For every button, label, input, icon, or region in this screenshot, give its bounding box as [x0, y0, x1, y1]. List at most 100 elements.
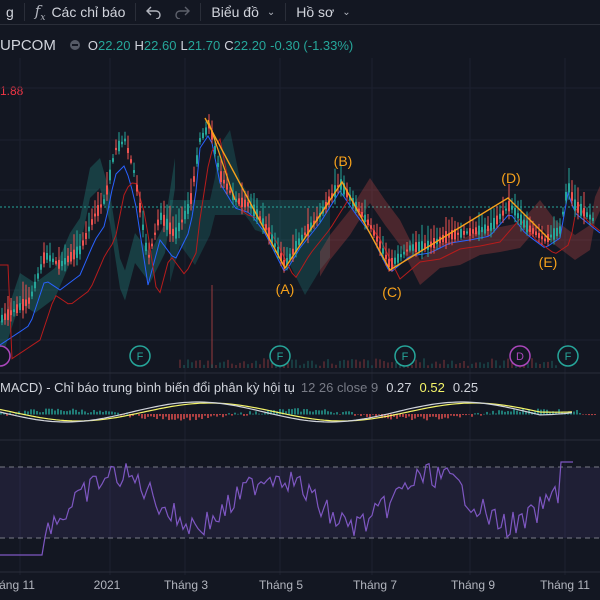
macd-histogram-bar [147, 414, 149, 417]
macd-histogram-bar [156, 414, 158, 420]
macd-histogram-bar [183, 414, 185, 420]
redo-button[interactable] [168, 0, 196, 24]
macd-signal-value: 0.52 [419, 380, 445, 395]
macd-histogram-bar [162, 414, 164, 420]
macd-histogram-bar [255, 411, 257, 415]
macd-histogram-bar [411, 414, 413, 421]
wave-label: (A) [276, 281, 295, 297]
candle-body [115, 147, 117, 151]
macd-histogram-bar [369, 414, 371, 418]
profile-menu-button[interactable]: Hồ sơ ⌄ [290, 0, 356, 24]
candle-body [145, 242, 147, 252]
candle-body [250, 204, 252, 209]
candle-body [235, 198, 237, 202]
macd-value: 0.27 [386, 380, 412, 395]
macd-histogram-bar [351, 412, 353, 415]
symbol-name[interactable]: UPCOM [0, 36, 56, 54]
candle-body [4, 313, 6, 320]
macd-histogram-bar [75, 409, 77, 415]
candle-body [202, 132, 204, 139]
candle-body [583, 208, 585, 217]
candle-body [307, 224, 309, 236]
candle-body [10, 310, 12, 316]
time-axis-label: Tháng 9 [451, 578, 495, 592]
macd-histogram-bar [306, 409, 308, 415]
chart-menu-button[interactable]: Biểu đồ ⌄ [205, 0, 281, 24]
toolbar-divider [200, 3, 202, 21]
macd-legend: MACD) - Chỉ báo trung bình biến đổi phân… [0, 380, 478, 395]
macd-histogram-bar [486, 411, 488, 415]
macd-histogram-bar [405, 414, 407, 419]
macd-histogram-bar [72, 408, 74, 415]
indicators-button[interactable]: fx Các chỉ báo [29, 0, 132, 24]
hide-series-icon[interactable] [69, 40, 80, 50]
candle-body [424, 243, 426, 249]
macd-histogram-bar [129, 414, 131, 418]
chart-menu-label: Biểu đồ [211, 4, 259, 20]
macd-histogram-bar [324, 409, 326, 415]
event-marker-partial [0, 345, 11, 367]
macd-histogram-bar [315, 410, 317, 415]
candle-body [217, 163, 219, 167]
macd-histogram-bar [330, 411, 332, 415]
macd-histogram-bar [552, 411, 554, 415]
candle-body [40, 264, 42, 270]
macd-histogram-bar [273, 410, 275, 415]
candle-body [334, 185, 336, 197]
elliott-wave-line [207, 119, 236, 201]
rsi-line [0, 461, 573, 556]
compare-button[interactable]: g [0, 0, 20, 24]
candle-body [553, 228, 555, 240]
candle-body [454, 229, 456, 240]
candle-body [397, 253, 399, 263]
event-marker [557, 345, 579, 367]
macd-histogram-bar [180, 414, 182, 421]
candle-body [106, 185, 108, 195]
candle-body [97, 205, 99, 216]
candle-body [406, 249, 408, 252]
candle-body [490, 222, 492, 231]
macd-histogram-bar [582, 414, 584, 415]
event-marker-label: F [565, 351, 572, 363]
event-marker-label: F [137, 351, 144, 363]
candle-body [517, 213, 519, 219]
macd-histogram-bar [114, 412, 116, 415]
macd-histogram-bar [507, 411, 509, 415]
candle-body [184, 210, 186, 220]
candle-body [286, 258, 288, 266]
candle-body [484, 224, 486, 234]
macd-histogram-bar [432, 414, 434, 417]
time-axis-label: 2021 [94, 578, 121, 592]
candle-body [121, 141, 123, 145]
candle-body [502, 210, 504, 216]
candle-body [1, 314, 3, 323]
macd-histogram-bar [519, 411, 521, 415]
macd-histogram-bar [480, 414, 482, 416]
candle-body [445, 231, 447, 243]
candle-body [505, 208, 507, 211]
macd-histogram-bar [66, 411, 68, 415]
low-value: 21.70 [187, 37, 221, 53]
candle-body [388, 258, 390, 268]
candle-body [496, 215, 498, 225]
macd-histogram-bar [81, 409, 83, 415]
candle-body [469, 228, 471, 236]
undo-button[interactable] [140, 0, 168, 24]
candle-body [85, 233, 87, 239]
candle-body [190, 193, 192, 204]
candle-body [364, 214, 366, 222]
candle-body [22, 298, 24, 311]
macd-histogram-bar [54, 410, 56, 415]
candle-body [232, 193, 234, 200]
macd-histogram-bar [396, 414, 398, 419]
candle-body [133, 170, 135, 173]
macd-histogram-bar [39, 412, 41, 415]
candle-body [139, 202, 141, 213]
undo-icon [146, 6, 162, 19]
macd-histogram-bar [237, 413, 239, 415]
macd-histogram-bar [240, 412, 242, 415]
macd-histogram-bar [234, 412, 236, 415]
macd-histogram-bar [312, 411, 314, 415]
candle-body [358, 208, 360, 212]
